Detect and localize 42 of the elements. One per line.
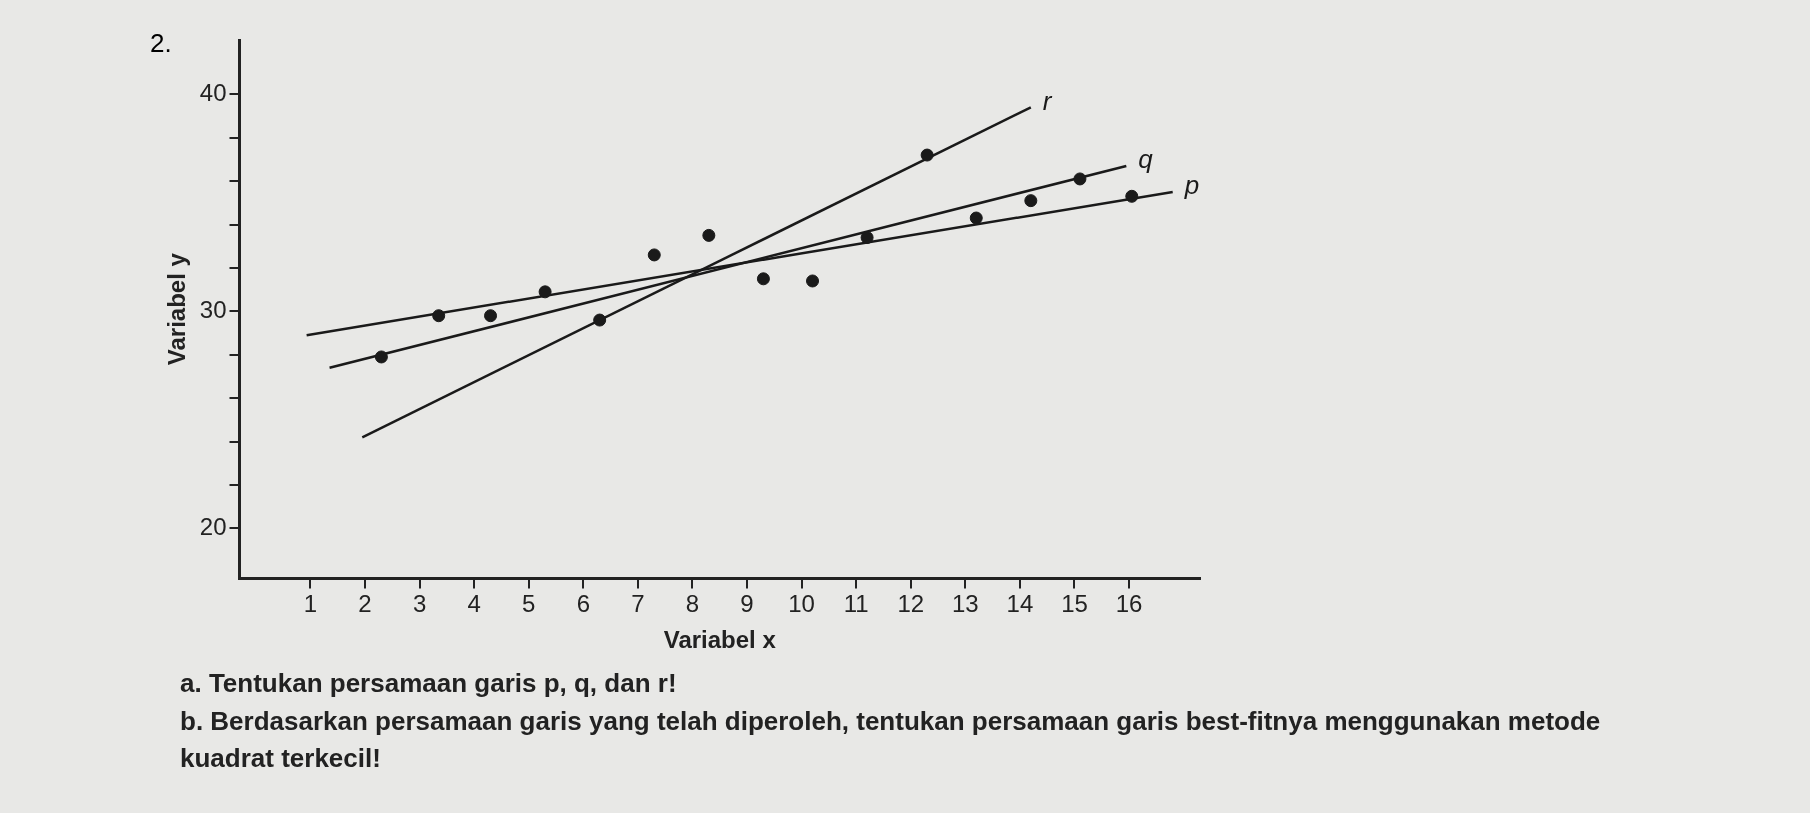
text: a. Tentukan persamaan garis p, q, dan r! bbox=[180, 667, 678, 700]
x-tick-label: 16 bbox=[1115, 590, 1143, 618]
point bbox=[806, 274, 820, 288]
x-tick-label: 3 bbox=[412, 590, 427, 618]
point bbox=[969, 211, 983, 225]
point bbox=[647, 248, 661, 262]
point bbox=[538, 285, 552, 299]
point bbox=[702, 228, 716, 242]
series-label: r bbox=[1042, 85, 1053, 116]
text: b. Berdasarkan persamaan garis yang telah diperoleh, tentukan persamaan garis best-fitnya menggunakan metode kuadrat terkecil! bbox=[180, 704, 1602, 776]
x-tick-label: 13 bbox=[951, 590, 979, 618]
series-label: q bbox=[1138, 144, 1154, 175]
x-tick-label: 9 bbox=[740, 590, 754, 618]
x-tick-label: 6 bbox=[576, 590, 590, 618]
y-tick-label: 40 bbox=[199, 78, 227, 106]
y-tick-label: 20 bbox=[199, 513, 227, 541]
point bbox=[432, 309, 446, 323]
point bbox=[860, 231, 874, 245]
y-axis-title: Variabel y bbox=[163, 252, 191, 366]
x-tick-label: 2 bbox=[358, 590, 372, 618]
point bbox=[1073, 172, 1087, 186]
point bbox=[920, 148, 934, 162]
point bbox=[1024, 194, 1038, 208]
x-tick-label: 1 bbox=[303, 590, 318, 618]
x-tick-label: 5 bbox=[522, 590, 536, 618]
x-tick-label: 4 bbox=[467, 590, 481, 618]
x-tick-label: 12 bbox=[897, 590, 925, 618]
y-tick-label: 30 bbox=[199, 296, 227, 323]
x-tick-label: 7 bbox=[631, 590, 645, 618]
x-tick-label: 8 bbox=[685, 590, 700, 618]
point bbox=[484, 309, 498, 323]
x-tick-label: 10 bbox=[788, 590, 815, 618]
point bbox=[374, 350, 388, 364]
x-tick-label: 11 bbox=[843, 590, 869, 618]
x-tick-label: 14 bbox=[1006, 590, 1034, 618]
series-label: p bbox=[1183, 170, 1200, 201]
point bbox=[756, 272, 770, 286]
text: 2. bbox=[150, 28, 172, 59]
point bbox=[593, 313, 607, 327]
x-axis-title: Variabel x bbox=[663, 626, 777, 654]
x-tick-label: 15 bbox=[1061, 590, 1088, 618]
point bbox=[1125, 189, 1139, 203]
